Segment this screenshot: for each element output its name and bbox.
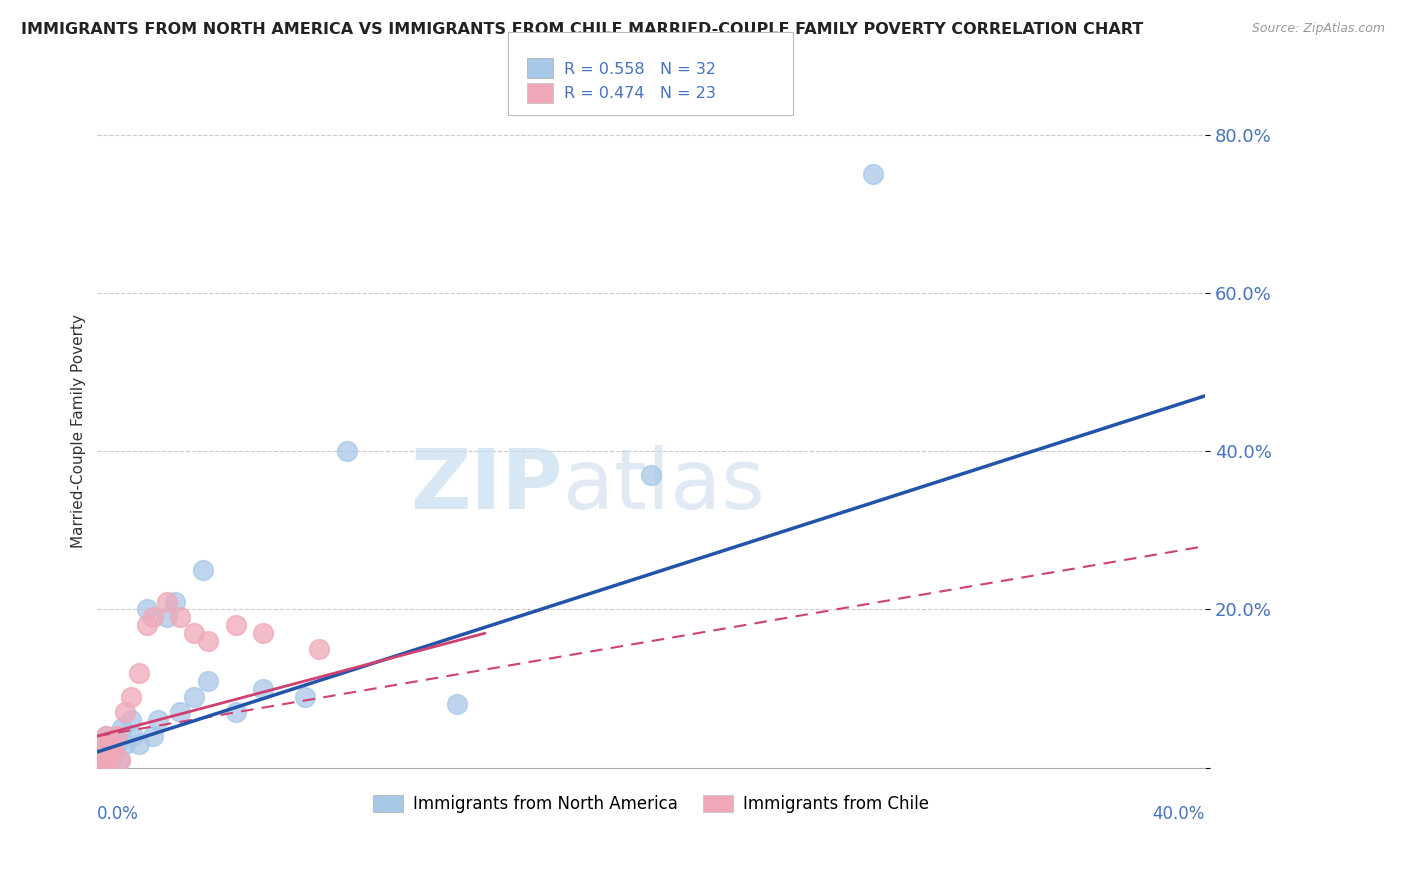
Point — [191, 563, 214, 577]
Point — [100, 737, 122, 751]
Point — [114, 706, 136, 720]
Point — [89, 753, 111, 767]
Point — [94, 753, 117, 767]
Point — [862, 168, 884, 182]
Point — [89, 745, 111, 759]
Point — [105, 737, 128, 751]
Point — [100, 737, 122, 751]
Point — [94, 729, 117, 743]
Text: 0.0%: 0.0% — [97, 805, 139, 822]
Point — [252, 681, 274, 696]
Point — [97, 745, 120, 759]
Point — [122, 729, 145, 743]
Point — [114, 737, 136, 751]
Text: Source: ZipAtlas.com: Source: ZipAtlas.com — [1251, 22, 1385, 36]
Point — [94, 729, 117, 743]
Point — [89, 753, 111, 767]
Point — [183, 626, 205, 640]
Point — [155, 610, 177, 624]
Point — [136, 618, 159, 632]
Point — [94, 745, 117, 759]
Point — [308, 642, 330, 657]
Point — [197, 673, 219, 688]
Point — [100, 753, 122, 767]
Point — [128, 665, 150, 680]
Point — [91, 745, 114, 759]
Point — [120, 690, 142, 704]
Text: R = 0.558   N = 32: R = 0.558 N = 32 — [564, 62, 716, 77]
Point — [91, 753, 114, 767]
Legend: Immigrants from North America, Immigrants from Chile: Immigrants from North America, Immigrant… — [367, 789, 936, 820]
Point — [155, 594, 177, 608]
Point — [142, 729, 165, 743]
Point — [252, 626, 274, 640]
Point — [103, 745, 125, 759]
Point — [108, 753, 131, 767]
Point — [108, 753, 131, 767]
Text: ZIP: ZIP — [411, 445, 562, 525]
Point — [183, 690, 205, 704]
Point — [120, 713, 142, 727]
Point — [446, 698, 468, 712]
Point — [169, 610, 191, 624]
Point — [105, 729, 128, 743]
Point — [91, 737, 114, 751]
Y-axis label: Married-Couple Family Poverty: Married-Couple Family Poverty — [72, 315, 86, 549]
Point — [225, 706, 247, 720]
Point — [142, 610, 165, 624]
Text: R = 0.474   N = 23: R = 0.474 N = 23 — [564, 87, 716, 101]
Point — [91, 737, 114, 751]
Point — [335, 444, 357, 458]
Point — [294, 690, 316, 704]
Point — [97, 753, 120, 767]
Text: atlas: atlas — [562, 445, 765, 525]
Point — [169, 706, 191, 720]
Text: 40.0%: 40.0% — [1153, 805, 1205, 822]
Point — [128, 737, 150, 751]
Point — [197, 634, 219, 648]
Point — [103, 745, 125, 759]
Point — [225, 618, 247, 632]
Point — [111, 721, 134, 735]
Point — [640, 468, 662, 483]
Point — [148, 713, 170, 727]
Point — [163, 594, 186, 608]
Text: IMMIGRANTS FROM NORTH AMERICA VS IMMIGRANTS FROM CHILE MARRIED-COUPLE FAMILY POV: IMMIGRANTS FROM NORTH AMERICA VS IMMIGRA… — [21, 22, 1143, 37]
Point — [136, 602, 159, 616]
